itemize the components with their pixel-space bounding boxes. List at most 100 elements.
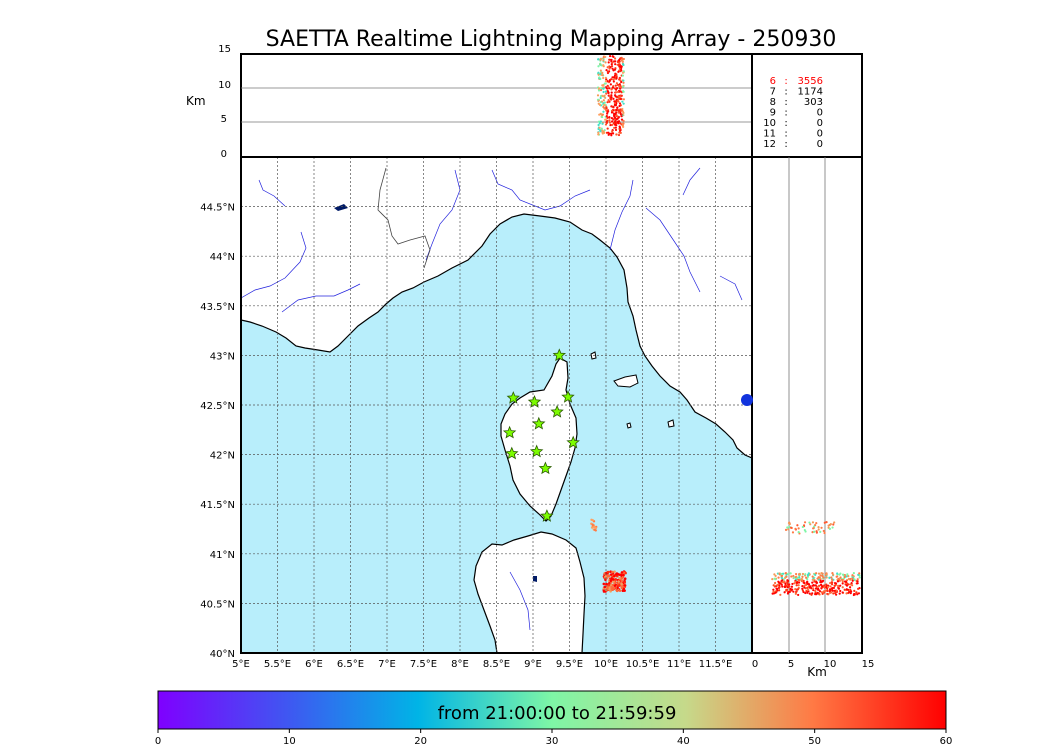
lightning-point [781,581,784,584]
lat-label: 42°N [210,451,235,462]
lightning-point [794,588,797,591]
lightning-point [617,100,620,103]
lightning-point [623,581,627,584]
lightning-point [617,70,620,73]
count-stations: 6 [770,76,776,87]
lat-label: 42.5°N [200,401,235,412]
lightning-point [805,589,808,593]
count-value: 3556 [798,76,823,87]
lightning-point [853,592,856,596]
lon-label: 6°E [305,659,323,670]
lightning-point [597,133,600,136]
lightning-point [604,80,608,83]
count-stations: 12 [763,139,776,150]
lightning-point [620,86,623,89]
count-value: 0 [817,139,823,150]
lightning-point [612,122,615,125]
lightning-point [612,78,615,81]
lightning-point [620,571,624,574]
lightning-point [788,583,791,586]
lightning-point [615,88,618,91]
lightning-point [619,66,623,69]
lightning-point [839,572,842,575]
lightning-point [618,576,621,580]
lightning-point [817,592,820,595]
count-stations: 9 [770,108,776,119]
lightning-point [811,575,814,578]
lightning-point [815,522,818,525]
lightning-point [597,65,600,68]
lightning-point [856,580,859,583]
lightning-point [797,527,800,530]
lightning-point [787,522,791,525]
lightning-point [803,586,806,589]
lightning-point [620,94,623,97]
count-separator: : [784,108,787,119]
lightning-point [618,126,622,129]
lightning-point [797,584,800,587]
lon-label: 11.5°E [699,659,733,670]
lon-label: 9.5°E [556,659,583,670]
lightning-point [615,87,619,90]
lightning-point [609,123,612,127]
lightning-point [605,87,609,90]
lightning-point [812,527,815,530]
lightning-point [779,582,782,585]
lightning-point [601,122,604,125]
lightning-point [816,577,819,580]
lightning-point [852,571,855,575]
altitude-tick-10: 10 [218,80,231,91]
lightning-point [615,589,619,593]
count-separator: : [784,97,787,108]
colorbar-gradient [157,690,947,730]
lightning-point [615,133,618,136]
lightning-point [802,581,805,584]
lightning-point [622,81,625,84]
lightning-point [620,582,623,586]
colorbar-tick: 60 [940,736,953,747]
lightning-point [772,590,775,593]
lightning-point [613,94,617,97]
lightning-point [781,572,785,575]
lightning-point [600,127,603,130]
lon-label: 7°E [378,659,396,670]
lightning-point [594,526,598,530]
side-tick-0: 0 [752,659,758,670]
lightning-point [606,127,609,130]
lightning-point [780,575,783,578]
lightning-point [602,99,605,102]
lat-label: 44°N [210,252,235,263]
lightning-point [617,97,620,101]
lightning-point [604,575,607,579]
lightning-point [617,120,621,123]
station-marker [502,425,517,439]
lightning-point [803,521,807,524]
lightning-point [831,526,834,529]
lightning-point [621,59,624,62]
lightning-point [772,588,775,591]
lightning-point [593,528,597,532]
lightning-point [606,587,609,590]
lightning-point [811,581,814,584]
lightning-point [853,589,856,592]
lightning-point [599,69,602,72]
lightning-point [831,571,834,575]
side-altitude-panel: 0 5 10 15 Km [751,156,874,679]
lightning-point [797,593,800,597]
lightning-point [833,584,836,588]
lightning-point [773,584,776,587]
lightning-point [597,71,600,74]
lightning-point [830,583,834,586]
lightning-point [608,87,611,90]
station-marker [527,394,542,408]
lightning-point [774,574,777,577]
lightning-point [608,100,611,103]
lightning-point [835,575,838,578]
lightning-point [800,577,803,581]
lightning-point [817,526,820,529]
lightning-point [620,109,623,112]
lightning-point [614,128,618,132]
lightning-point [622,573,625,577]
lightning-point [785,575,788,578]
